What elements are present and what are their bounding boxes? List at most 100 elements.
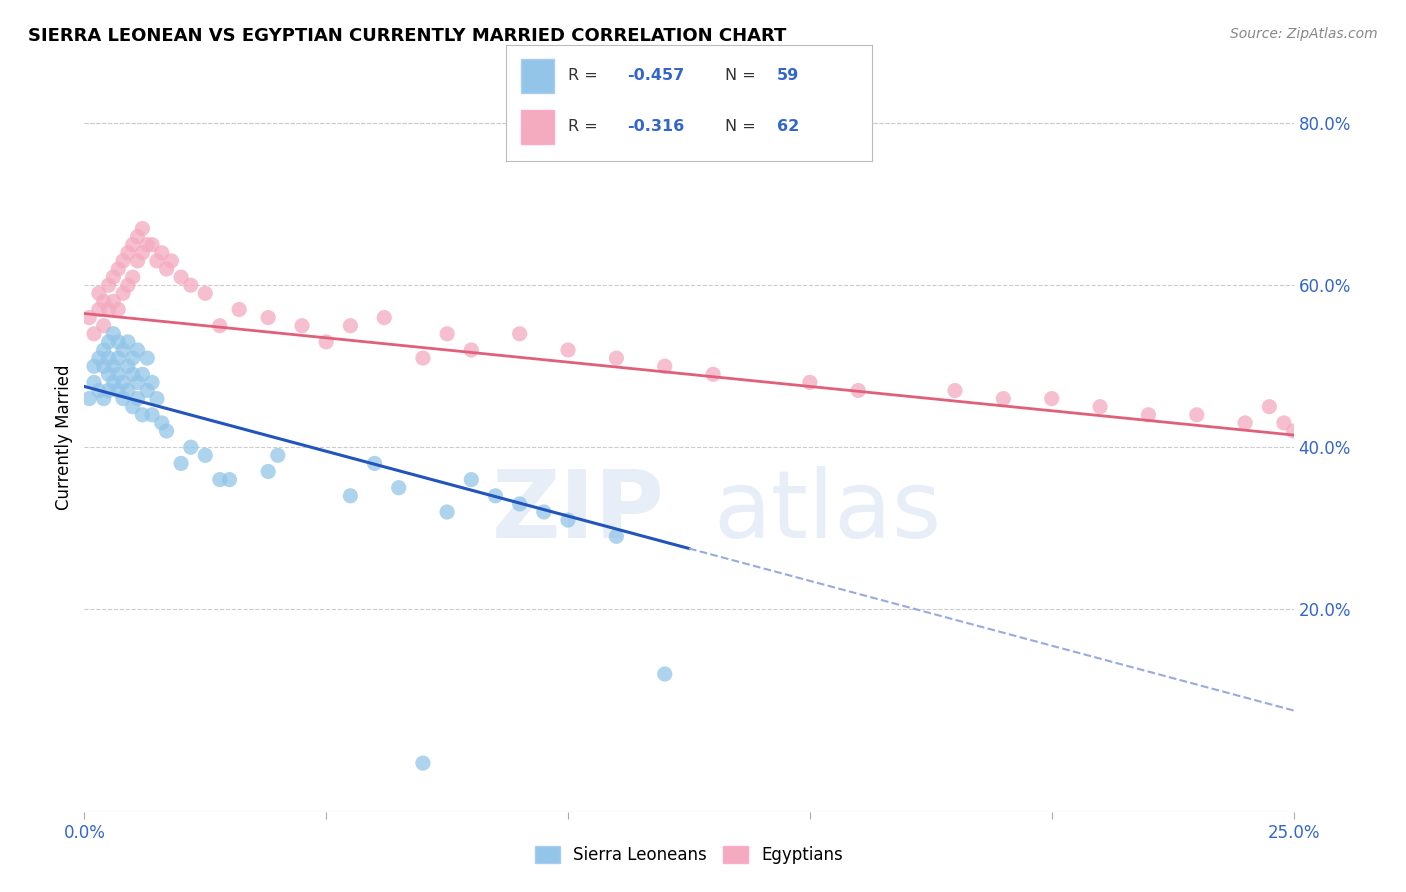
Text: ZIP: ZIP	[492, 466, 665, 558]
Point	[121, 368, 143, 382]
Point	[155, 424, 177, 438]
Text: 62: 62	[776, 120, 799, 135]
Point	[77, 392, 100, 406]
FancyBboxPatch shape	[520, 59, 554, 94]
Point	[1088, 400, 1111, 414]
Point	[103, 270, 125, 285]
Point	[943, 384, 966, 398]
Text: -0.457: -0.457	[627, 69, 685, 84]
Legend: Sierra Leoneans, Egyptians: Sierra Leoneans, Egyptians	[527, 839, 851, 871]
Point	[127, 229, 149, 244]
Point	[436, 505, 458, 519]
Point	[460, 343, 482, 357]
Point	[93, 294, 115, 309]
Point	[97, 368, 120, 382]
Point	[339, 318, 361, 333]
Point	[228, 302, 250, 317]
Point	[103, 376, 125, 390]
Point	[136, 384, 159, 398]
Point	[136, 237, 159, 252]
Point	[93, 343, 115, 357]
Point	[97, 302, 120, 317]
Point	[87, 302, 110, 317]
Point	[315, 334, 337, 349]
Point	[509, 497, 531, 511]
Point	[373, 310, 395, 325]
Point	[93, 359, 115, 374]
Point	[141, 376, 163, 390]
Point	[533, 505, 555, 519]
Point	[339, 489, 361, 503]
Point	[112, 376, 135, 390]
Point	[112, 286, 135, 301]
Point	[412, 756, 434, 771]
Point	[194, 286, 217, 301]
Point	[993, 392, 1015, 406]
Point	[117, 278, 139, 293]
Point	[1040, 392, 1063, 406]
Point	[363, 457, 385, 471]
Point	[388, 481, 411, 495]
Point	[93, 392, 115, 406]
Point	[97, 278, 120, 293]
Point	[97, 334, 120, 349]
Text: N =: N =	[725, 120, 762, 135]
Point	[131, 221, 153, 235]
Point	[605, 351, 627, 365]
Point	[121, 351, 143, 365]
Point	[112, 343, 135, 357]
Text: -0.316: -0.316	[627, 120, 685, 135]
Text: 59: 59	[776, 69, 799, 84]
Point	[107, 351, 129, 365]
Point	[1234, 416, 1257, 430]
Point	[141, 237, 163, 252]
Point	[146, 253, 169, 268]
Point	[208, 473, 231, 487]
Point	[460, 473, 482, 487]
Point	[131, 368, 153, 382]
Point	[509, 326, 531, 341]
Point	[180, 440, 202, 454]
Point	[117, 359, 139, 374]
Point	[155, 262, 177, 277]
Point	[117, 384, 139, 398]
Text: SIERRA LEONEAN VS EGYPTIAN CURRENTLY MARRIED CORRELATION CHART: SIERRA LEONEAN VS EGYPTIAN CURRENTLY MAR…	[28, 27, 786, 45]
Point	[107, 368, 129, 382]
Point	[87, 286, 110, 301]
Point	[160, 253, 183, 268]
Point	[107, 384, 129, 398]
Point	[1330, 424, 1353, 438]
Point	[127, 392, 149, 406]
Point	[127, 376, 149, 390]
Text: Source: ZipAtlas.com: Source: ZipAtlas.com	[1230, 27, 1378, 41]
Point	[557, 343, 579, 357]
Text: N =: N =	[725, 69, 762, 84]
Point	[107, 302, 129, 317]
Point	[83, 376, 105, 390]
Point	[412, 351, 434, 365]
Point	[103, 359, 125, 374]
Point	[484, 489, 506, 503]
Point	[291, 318, 314, 333]
Point	[557, 513, 579, 527]
Point	[605, 529, 627, 543]
FancyBboxPatch shape	[520, 110, 554, 145]
Point	[127, 253, 149, 268]
Point	[436, 326, 458, 341]
Point	[1185, 408, 1208, 422]
Point	[103, 294, 125, 309]
Point	[257, 465, 280, 479]
Point	[702, 368, 724, 382]
Point	[87, 384, 110, 398]
Point	[131, 245, 153, 260]
Point	[1137, 408, 1160, 422]
Point	[121, 237, 143, 252]
Point	[117, 334, 139, 349]
Point	[97, 384, 120, 398]
Text: atlas: atlas	[713, 466, 942, 558]
Point	[194, 448, 217, 462]
Point	[180, 278, 202, 293]
Point	[146, 392, 169, 406]
Point	[87, 351, 110, 365]
Point	[846, 384, 869, 398]
